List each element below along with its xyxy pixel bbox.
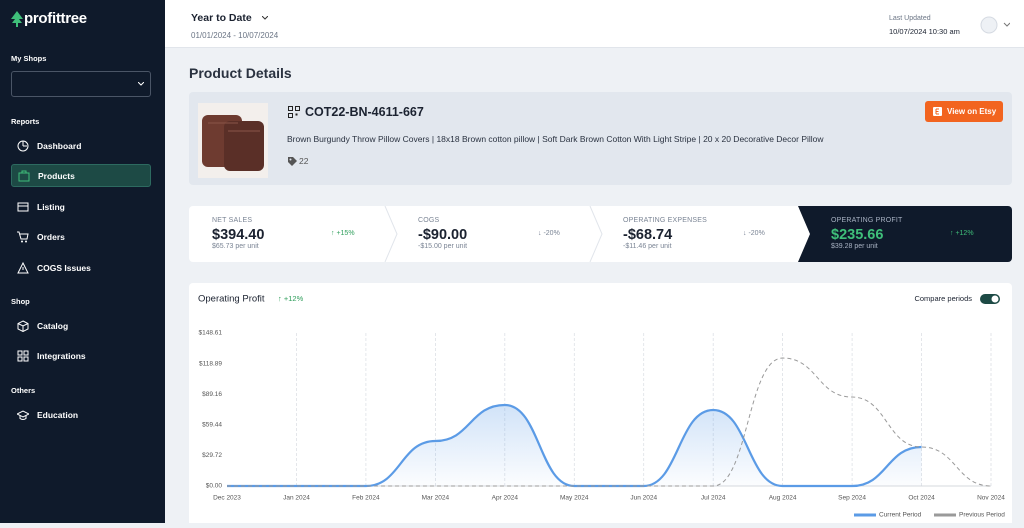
- metric-per-unit: -$11.46 per unit: [623, 243, 672, 250]
- metric-label: COGS: [418, 217, 440, 224]
- section-label: Reports: [11, 117, 40, 126]
- metric-value: $394.40: [212, 227, 265, 243]
- updated-time: 10/07/2024 10:30 am: [889, 27, 960, 36]
- chart-card: Operating Profit ↑ +12% Compare periods …: [189, 283, 1012, 523]
- metrics-bg: [384, 206, 1012, 262]
- y-tick-label: $29.72: [202, 452, 222, 459]
- nav-item[interactable]: Catalog: [11, 314, 151, 337]
- x-tick-label: Jun 2024: [630, 495, 657, 502]
- x-tick-label: May 2024: [560, 495, 589, 502]
- nav-item[interactable]: Products: [11, 164, 151, 187]
- tag-count: 22: [299, 156, 309, 166]
- tag-icon: [288, 157, 297, 166]
- metric-label: OPERATING PROFIT: [831, 217, 903, 224]
- metric-value: $235.66: [831, 227, 884, 243]
- metric-change: ↓ -20%: [538, 230, 560, 237]
- metric-per-unit: -$15.00 per unit: [418, 243, 468, 250]
- y-tick-label: $59.44: [202, 422, 222, 429]
- metric-label: NET SALES: [212, 217, 253, 224]
- metric-change: ↑ +15%: [331, 230, 355, 237]
- chevron: [262, 16, 268, 20]
- date-range: 01/01/2024 - 10/07/2024: [191, 31, 279, 40]
- metric-value: -$68.74: [623, 227, 673, 243]
- toggle-label: Compare periods: [914, 294, 972, 303]
- section-label: My Shops: [11, 54, 47, 63]
- shop-select[interactable]: [11, 71, 151, 97]
- section-label: Shop: [11, 297, 30, 306]
- series-line: [227, 403, 922, 488]
- x-tick-label: Apr 2024: [492, 495, 519, 502]
- nav-label: Dashboard: [37, 140, 82, 151]
- metric-change: ↑ +12%: [950, 230, 974, 237]
- metrics-strip: NET SALES $394.40 $65.73 per unit ↑ +15%…: [189, 206, 1012, 262]
- nav-item[interactable]: Dashboard: [11, 134, 151, 157]
- etsy-button[interactable]: View on Etsy: [925, 101, 1003, 122]
- updated-label: Last Updated: [889, 15, 931, 22]
- chart-change: ↑ +12%: [278, 294, 304, 303]
- sku: COT22-BN-4611-667: [305, 105, 424, 119]
- product-card: COT22-BN-4611-667 Brown Burgundy Throw P…: [189, 92, 1012, 185]
- chart: Operating Profit ↑ +12% Compare periods …: [198, 294, 1005, 519]
- x-tick-label: Jan 2024: [283, 495, 310, 502]
- x-tick-label: Mar 2024: [422, 495, 450, 502]
- toggle[interactable]: [980, 294, 1000, 304]
- metric-value: -$90.00: [418, 227, 468, 243]
- qr-icon: [288, 106, 300, 118]
- metric-label: OPERATING EXPENSES: [623, 217, 707, 224]
- x-tick-label: Dec 2023: [213, 495, 241, 502]
- nav-label: Education: [37, 409, 79, 420]
- header: Year to Date 01/01/2024 - 10/07/2024 Las…: [165, 0, 1024, 48]
- sidebar: profittree My Shops Reports Dashboard Pr…: [0, 0, 165, 523]
- y-tick-label: $0.00: [206, 483, 223, 490]
- x-tick-label: Aug 2024: [769, 495, 797, 502]
- x-tick-label: Nov 2024: [977, 495, 1005, 502]
- nav-label: Catalog: [37, 320, 69, 331]
- nav-label: Integrations: [37, 350, 86, 361]
- logo-icon: [11, 11, 23, 27]
- avatar[interactable]: [980, 15, 1010, 35]
- nav-label: Listing: [37, 201, 65, 212]
- area-fill: [227, 404, 922, 486]
- y-tick-label: $118.89: [199, 360, 222, 367]
- brand: profittree: [24, 10, 87, 27]
- description: Brown Burgundy Throw Pillow Covers | 18x…: [287, 134, 824, 144]
- legend-label: Current Period: [879, 512, 922, 519]
- chart-title: Operating Profit: [198, 294, 265, 305]
- x-tick-label: Sep 2024: [838, 495, 866, 502]
- x-tick-label: Oct 2024: [908, 495, 935, 502]
- section-label: Others: [11, 386, 36, 395]
- x-tick-label: Feb 2024: [352, 495, 380, 502]
- x-tick-label: Jul 2024: [701, 495, 726, 502]
- nav-item[interactable]: Integrations: [11, 344, 151, 367]
- product-image: [198, 103, 268, 178]
- page-title: Product Details: [189, 65, 292, 81]
- nav-item[interactable]: COGS Issues: [11, 256, 151, 279]
- nav-item[interactable]: Orders: [11, 225, 151, 248]
- period-select[interactable]: Year to Date: [191, 12, 252, 24]
- metric-per-unit: $39.28 per unit: [831, 243, 878, 250]
- metric-per-unit: $65.73 per unit: [212, 243, 259, 250]
- y-tick-label: $148.61: [199, 330, 223, 337]
- y-tick-label: $89.16: [202, 391, 222, 398]
- nav-item[interactable]: Education: [11, 403, 151, 426]
- legend-label: Previous Period: [959, 512, 1005, 519]
- nav-label: COGS Issues: [37, 262, 91, 273]
- nav-item[interactable]: Listing: [11, 195, 151, 218]
- metric-change: ↓ -20%: [743, 230, 765, 237]
- series-line: [227, 357, 992, 487]
- nav-label: Orders: [37, 231, 65, 242]
- nav-label: Products: [38, 170, 75, 181]
